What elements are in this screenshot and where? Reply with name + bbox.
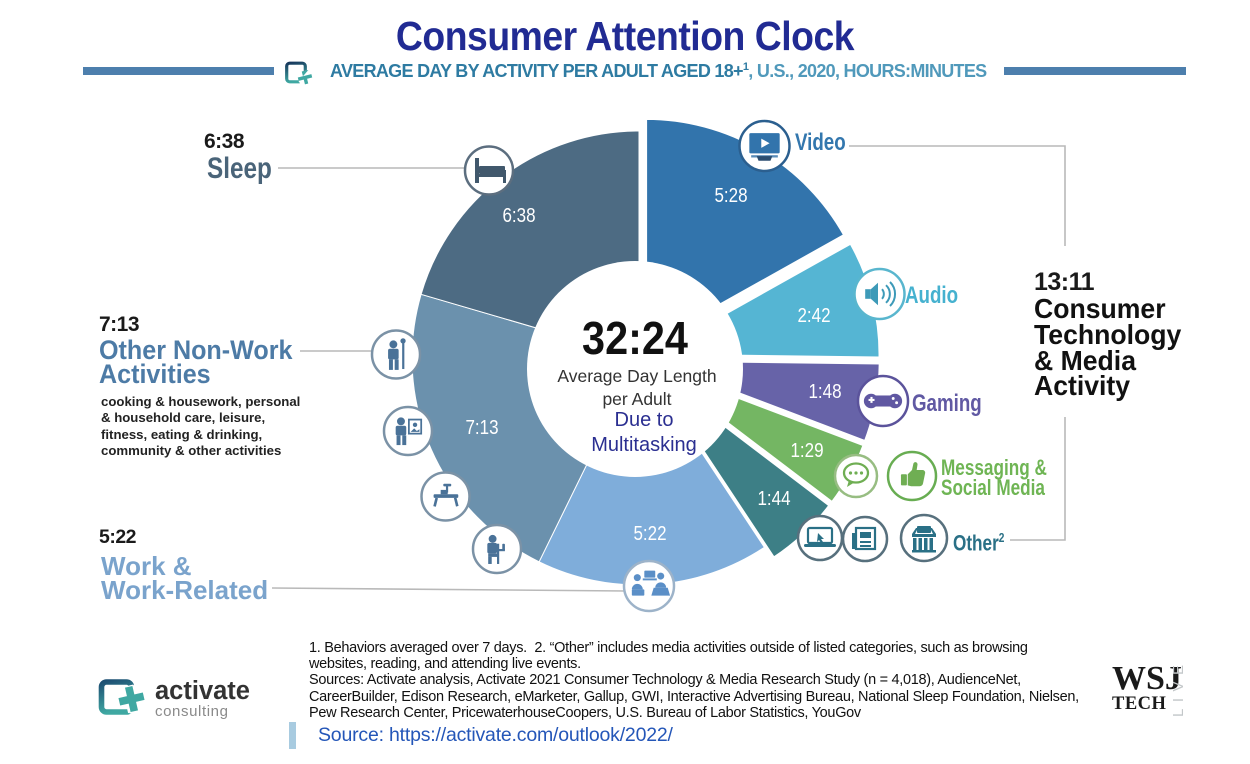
svg-text:5:28: 5:28 [714,184,747,207]
svg-text:5:22: 5:22 [633,522,666,545]
svg-text:1:44: 1:44 [757,487,790,510]
svg-text:activate: activate [155,677,250,705]
svg-text:6:38: 6:38 [502,204,535,227]
svg-text:consulting: consulting [155,703,229,720]
svg-text:7:13: 7:13 [465,416,498,439]
svg-text:1:48: 1:48 [808,380,841,403]
svg-text:2:42: 2:42 [797,304,830,327]
svg-text:1:29: 1:29 [790,439,823,462]
